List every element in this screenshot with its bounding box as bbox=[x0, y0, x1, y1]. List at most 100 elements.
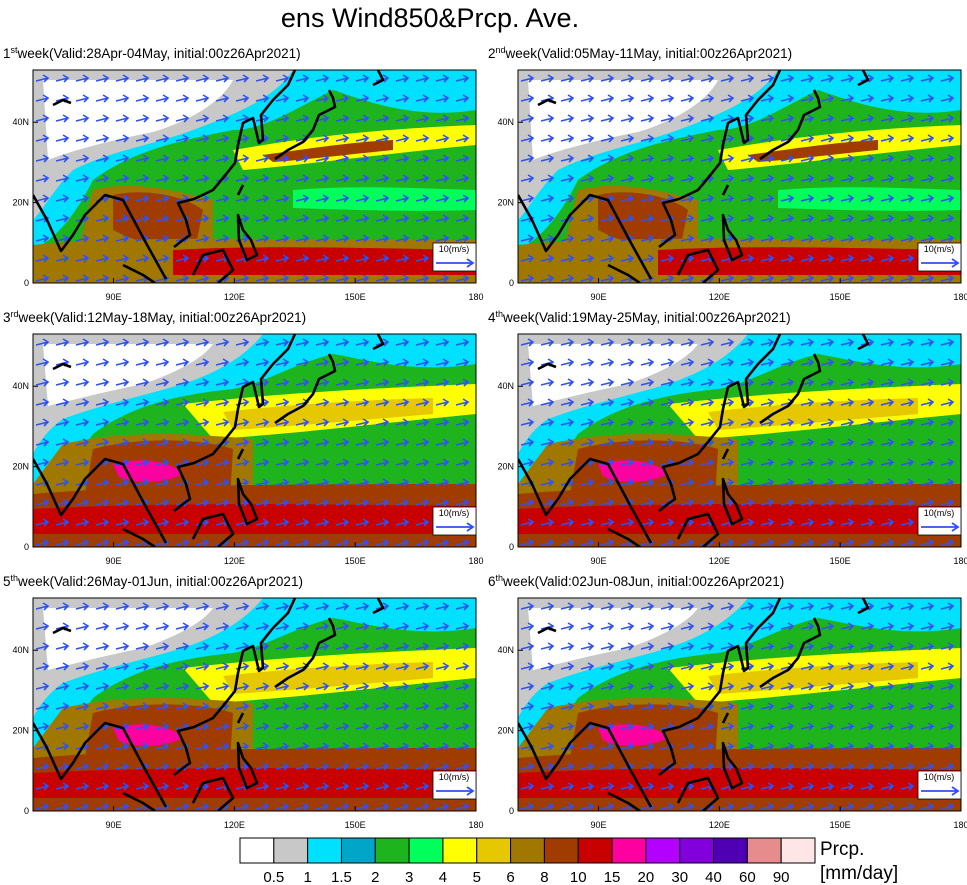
map-panel: 5thweek(Valid:26May-01Jun, initial:00z26… bbox=[3, 573, 484, 830]
reference-arrow bbox=[436, 786, 475, 796]
x-tick-label: 180 bbox=[468, 292, 483, 302]
x-tick-label: 150E bbox=[345, 820, 366, 830]
colorbar-label: 10 bbox=[570, 869, 587, 885]
colorbar-label: 6 bbox=[506, 869, 514, 885]
colorbar-box bbox=[340, 837, 376, 864]
x-tick-label: 180 bbox=[953, 292, 967, 302]
plot-frame bbox=[517, 69, 962, 284]
y-tick-label: 20N bbox=[12, 462, 29, 472]
colorbar-box bbox=[510, 837, 545, 864]
colorbar-label: 15 bbox=[604, 869, 621, 885]
y-tick-label: 0 bbox=[509, 278, 514, 288]
reference-arrow bbox=[921, 786, 960, 796]
x-tick-label: 150E bbox=[345, 556, 366, 566]
x-tick-label: 180 bbox=[468, 556, 483, 566]
x-tick-label: 90E bbox=[106, 292, 122, 302]
y-tick-label: 40N bbox=[497, 645, 514, 655]
panel-label: week(Valid:26May-01Jun, initial:00z26Apr… bbox=[17, 574, 303, 589]
ordinal-suffix: th bbox=[11, 573, 19, 583]
plot-frame bbox=[517, 333, 962, 548]
y-tick-label: 0 bbox=[509, 806, 514, 816]
x-tick-label: 120E bbox=[709, 820, 730, 830]
x-tick-label: 150E bbox=[830, 556, 851, 566]
x-tick-label: 90E bbox=[591, 820, 607, 830]
plot-frame bbox=[32, 597, 477, 812]
x-tick-label: 180 bbox=[953, 556, 967, 566]
colorbar-label: 2 bbox=[371, 869, 379, 885]
y-tick-label: 20N bbox=[497, 462, 514, 472]
week-number: 1 bbox=[3, 46, 11, 61]
map-panel: 1stweek(Valid:28Apr-04May, initial:00z26… bbox=[3, 45, 484, 302]
y-tick-label: 20N bbox=[497, 726, 514, 736]
reference-label: 10(m/s) bbox=[439, 772, 470, 782]
colorbar-title: [mm/day] bbox=[820, 863, 898, 884]
reference-label: 10(m/s) bbox=[924, 772, 955, 782]
x-tick-label: 180 bbox=[953, 820, 967, 830]
x-tick-label: 120E bbox=[709, 292, 730, 302]
reference-label: 10(m/s) bbox=[924, 244, 955, 254]
x-tick-label: 120E bbox=[224, 556, 245, 566]
colorbar-label: 0.5 bbox=[263, 869, 284, 885]
x-tick-label: 120E bbox=[224, 820, 245, 830]
colorbar-box bbox=[746, 837, 782, 864]
colorbar-title: Prcp. bbox=[820, 839, 864, 860]
colorbar-box bbox=[611, 837, 647, 864]
panel-title: 3rdweek(Valid:12May-18May, initial:00z26… bbox=[3, 309, 306, 325]
y-tick-label: 40N bbox=[12, 645, 29, 655]
colorbar-box bbox=[307, 837, 342, 864]
x-tick-label: 150E bbox=[830, 820, 851, 830]
panel-label: week(Valid:28Apr-04May, initial:00z26Apr… bbox=[17, 46, 301, 61]
ordinal-suffix: th bbox=[496, 309, 504, 319]
ordinal-suffix: st bbox=[11, 45, 19, 55]
panel-title: 6thweek(Valid:02Jun-08Jun, initial:00z26… bbox=[488, 573, 784, 589]
week-number: 2 bbox=[488, 46, 496, 61]
x-tick-label: 90E bbox=[106, 556, 122, 566]
plot-frame bbox=[32, 69, 477, 284]
week-number: 5 bbox=[3, 574, 11, 589]
plot-frame bbox=[517, 597, 962, 812]
colorbar-label: 30 bbox=[671, 869, 688, 885]
y-tick-label: 20N bbox=[497, 198, 514, 208]
y-tick-label: 20N bbox=[12, 198, 29, 208]
colorbar-box bbox=[679, 837, 715, 864]
map-panel: 6thweek(Valid:02Jun-08Jun, initial:00z26… bbox=[488, 573, 967, 830]
ordinal-suffix: nd bbox=[496, 45, 506, 55]
y-tick-label: 0 bbox=[509, 542, 514, 552]
x-tick-label: 150E bbox=[345, 292, 366, 302]
y-tick-label: 0 bbox=[24, 542, 29, 552]
colorbar-label: 20 bbox=[638, 869, 655, 885]
colorbar-box bbox=[374, 837, 410, 864]
colorbar-label: 8 bbox=[540, 869, 548, 885]
colorbar-label: 5 bbox=[473, 869, 481, 885]
panel-label: week(Valid:05May-11May, initial:00z26Apr… bbox=[505, 46, 793, 61]
plot-frame bbox=[32, 333, 477, 548]
colorbar-box bbox=[577, 837, 613, 864]
reference-label: 10(m/s) bbox=[924, 508, 955, 518]
colorbar-label: 4 bbox=[439, 869, 447, 885]
reference-box bbox=[432, 770, 477, 800]
colorbar-box bbox=[273, 837, 309, 864]
reference-label: 10(m/s) bbox=[439, 508, 470, 518]
reference-arrow bbox=[436, 258, 475, 268]
week-number: 6 bbox=[488, 574, 496, 589]
ordinal-suffix: rd bbox=[11, 309, 19, 319]
reference-label: 10(m/s) bbox=[439, 244, 470, 254]
panel-label: week(Valid:19May-25May, initial:00z26Apr… bbox=[502, 310, 791, 325]
panel-label: week(Valid:12May-18May, initial:00z26Apr… bbox=[18, 310, 307, 325]
colorbar-label: 1.5 bbox=[331, 869, 352, 885]
panel-title: 5thweek(Valid:26May-01Jun, initial:00z26… bbox=[3, 573, 303, 589]
colorbar-label: 3 bbox=[405, 869, 413, 885]
colorbar-label: 1 bbox=[303, 869, 311, 885]
x-tick-label: 90E bbox=[591, 556, 607, 566]
ordinal-suffix: th bbox=[496, 573, 504, 583]
x-tick-label: 120E bbox=[709, 556, 730, 566]
figure-title: ens Wind850&Prcp. Ave. bbox=[281, 3, 579, 33]
y-tick-label: 40N bbox=[497, 117, 514, 127]
panel-label: week(Valid:02Jun-08Jun, initial:00z26Apr… bbox=[502, 574, 784, 589]
y-tick-label: 0 bbox=[24, 278, 29, 288]
x-tick-label: 180 bbox=[468, 820, 483, 830]
panel-title: 1stweek(Valid:28Apr-04May, initial:00z26… bbox=[3, 45, 301, 61]
colorbar-label: 90 bbox=[773, 869, 790, 885]
reference-arrow bbox=[921, 522, 960, 532]
